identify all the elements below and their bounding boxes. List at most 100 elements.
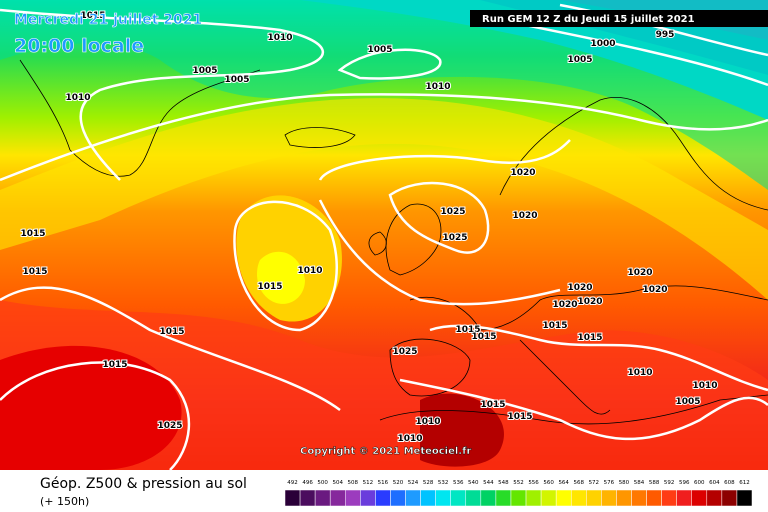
isobar-label: 1020 xyxy=(512,211,537,221)
isobar-label: 1015 xyxy=(22,267,47,277)
isobar-label: 1015 xyxy=(542,321,567,331)
valid-time: 20:00 locale xyxy=(14,35,144,57)
legend-swatch xyxy=(284,489,301,507)
legend-swatch xyxy=(345,489,361,507)
legend-swatch xyxy=(586,489,602,507)
isobar-label: 1020 xyxy=(567,283,592,293)
isobar-label: 1015 xyxy=(257,282,282,292)
isobar-label: 1005 xyxy=(367,45,392,55)
legend-label: 544 xyxy=(483,480,494,486)
legend-label: 532 xyxy=(438,480,449,486)
legend-swatch xyxy=(736,489,753,507)
isobar-label: 1010 xyxy=(425,82,450,92)
legend-swatch xyxy=(691,489,708,507)
isobar-label: 1010 xyxy=(692,381,717,391)
run-label: Run GEM 12 Z du Jeudi 15 juillet 2021 xyxy=(482,14,695,25)
isobar-label: 1005 xyxy=(192,66,217,76)
legend-swatch xyxy=(631,489,647,507)
legend-swatch xyxy=(676,489,692,507)
legend-label: 528 xyxy=(423,480,434,486)
legend-label: 572 xyxy=(589,480,600,486)
legend-swatch xyxy=(390,489,406,507)
legend-label: 548 xyxy=(498,480,509,486)
color-legend: 492 496 500 504 508 512 516 520 524 528 532 536 540 5… xyxy=(284,480,753,507)
legend-swatch xyxy=(721,489,738,507)
legend-swatch xyxy=(555,489,572,507)
isobar-label: 1020 xyxy=(642,285,667,295)
legend-swatch xyxy=(450,489,467,507)
isobar-label: 995 xyxy=(656,30,675,40)
isobar-label: 1015 xyxy=(20,229,45,239)
legend-label: 520 xyxy=(393,480,404,486)
copyright: Copyright © 2021 Meteociel.fr xyxy=(300,446,471,457)
legend-swatch xyxy=(314,489,331,507)
legend-swatch xyxy=(525,489,542,507)
legend-swatch xyxy=(495,489,512,507)
legend-label: 504 xyxy=(332,480,343,486)
legend-label: 536 xyxy=(453,480,464,486)
legend-label: 576 xyxy=(604,480,615,486)
legend-label: 512 xyxy=(363,480,374,486)
legend-swatch xyxy=(646,489,662,507)
legend-label: 568 xyxy=(574,480,585,486)
legend-swatch xyxy=(706,489,723,507)
legend-swatch xyxy=(405,489,421,507)
legend-swatch xyxy=(435,489,451,507)
isobar-label: 1015 xyxy=(159,327,184,337)
footer-lead: (+ 150h) xyxy=(40,495,89,508)
legend-label: 608 xyxy=(724,480,735,486)
isobar-label: 1005 xyxy=(675,397,700,407)
isobar-label: 1010 xyxy=(627,368,652,378)
legend-label: 612 xyxy=(739,480,750,486)
isobar-label: 1010 xyxy=(297,266,322,276)
legend-label: 516 xyxy=(378,480,389,486)
legend-label: 600 xyxy=(694,480,705,486)
legend-label: 496 xyxy=(302,480,313,486)
legend-label: 560 xyxy=(543,480,554,486)
isobar-label: 1015 xyxy=(577,333,602,343)
isobar-label: 1020 xyxy=(627,268,652,278)
legend-label: 604 xyxy=(709,480,720,486)
isobar-label: 1020 xyxy=(577,297,602,307)
legend-swatch xyxy=(360,489,376,507)
run-box xyxy=(470,10,768,27)
isobar-label: 1015 xyxy=(80,11,105,21)
legend-swatch xyxy=(329,489,346,507)
legend-swatch xyxy=(540,489,557,507)
legend-label: 556 xyxy=(528,480,539,486)
legend-swatch xyxy=(570,489,587,507)
isobar-label: 1020 xyxy=(510,168,535,178)
legend-swatch xyxy=(420,489,436,507)
isobar-label: 1005 xyxy=(224,75,249,85)
isobar-label: 1015 xyxy=(480,400,505,410)
legend-label: 596 xyxy=(679,480,690,486)
isobar-label: 1020 xyxy=(552,300,577,310)
valid-date: Mercredi 21 juillet 2021 xyxy=(14,12,202,28)
isobar-label: 1010 xyxy=(65,93,90,103)
isobar-labels: 1015 1010 1005 1005 1005 1010 1010 1000 995 1005 1… xyxy=(19,10,718,445)
isobar-label: 1000 xyxy=(590,39,615,49)
legend-label: 588 xyxy=(649,480,660,486)
isobar-label: 1025 xyxy=(392,347,417,357)
legend-label: 552 xyxy=(513,480,524,486)
isobar-label: 1010 xyxy=(415,417,440,427)
isobar-label: 1025 xyxy=(157,421,182,431)
isobar-label: 1010 xyxy=(267,33,292,43)
legend-label: 508 xyxy=(348,480,359,486)
legend-swatch xyxy=(616,489,632,507)
legend-swatch xyxy=(299,489,316,507)
legend-label: 564 xyxy=(558,480,569,486)
legend-label: 540 xyxy=(468,480,479,486)
isobar-label: 1015 xyxy=(471,332,496,342)
legend-swatch xyxy=(601,489,617,507)
isobar-label: 1025 xyxy=(440,207,465,217)
isobar-label: 1015 xyxy=(102,360,127,370)
isobar-label: 1025 xyxy=(442,233,467,243)
map-background xyxy=(0,0,768,470)
legend-label: 500 xyxy=(317,480,328,486)
legend-swatch xyxy=(480,489,497,507)
legend-swatch xyxy=(375,489,391,507)
legend-label: 524 xyxy=(408,480,419,486)
